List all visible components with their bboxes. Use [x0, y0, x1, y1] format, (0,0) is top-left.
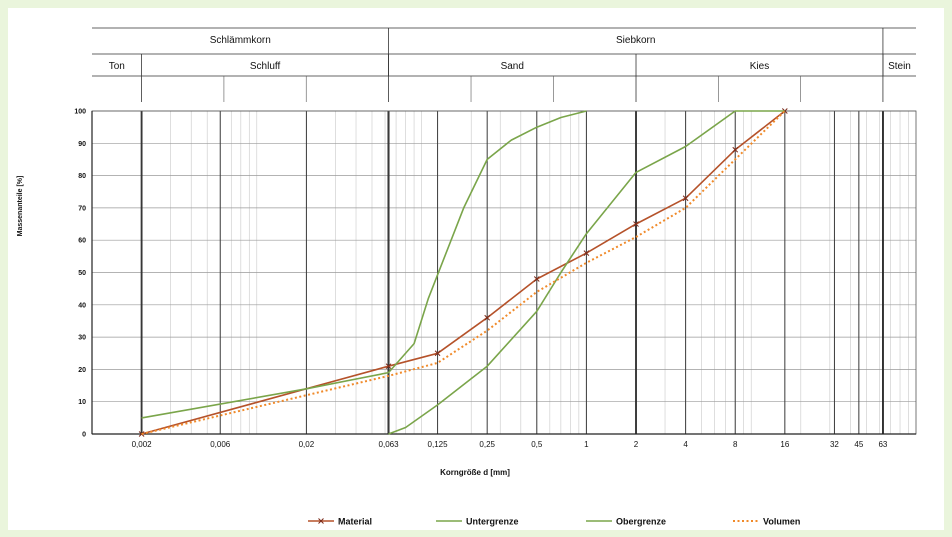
x-tick-label: 0,125	[428, 440, 449, 449]
data-point-marker	[533, 276, 540, 282]
header-subfraction-label: Kies	[750, 61, 769, 72]
series-line-material	[141, 110, 786, 435]
legend-label: Obergrenze	[616, 517, 666, 527]
x-tick-label: 32	[830, 440, 839, 449]
y-tick-label: 10	[78, 399, 86, 406]
y-axis-label: Massenanteile [%]	[17, 176, 24, 237]
x-tick-label: 0,25	[479, 440, 495, 449]
x-tick-label: 0,063	[379, 440, 400, 449]
y-tick-label: 20	[78, 367, 86, 374]
y-tick-label: 50	[78, 270, 86, 277]
y-tick-label: 0	[82, 432, 86, 439]
data-point-marker	[583, 250, 590, 256]
data-point-marker	[682, 195, 689, 202]
y-tick-label: 100	[74, 109, 86, 116]
x-tick-label: 63	[878, 440, 887, 449]
data-point-marker	[434, 350, 441, 357]
axes: Massenanteile [%] Korngröße d [mm] 01020…	[17, 109, 917, 477]
y-tick-label: 30	[78, 335, 86, 342]
y-tick-label: 80	[78, 173, 86, 180]
header-subfraction-label: Schluff	[250, 61, 281, 72]
x-tick-label: 4	[683, 440, 688, 449]
x-axis-label: Korngröße d [mm]	[440, 468, 510, 477]
header-subfraction-label: Ton	[109, 61, 125, 72]
fraction-header: Schlämmkorn Siebkorn Ton Schluff Sand Kies Ste…	[92, 27, 916, 102]
series-line-obergrenze	[141, 110, 587, 419]
series-line-volumen	[141, 110, 786, 435]
data-point-marker	[633, 221, 639, 227]
header-fraction-label: Siebkorn	[616, 35, 655, 46]
series-line-untergrenze	[388, 110, 785, 435]
y-tick-label: 40	[78, 302, 86, 309]
legend-label: Untergrenze	[466, 517, 519, 527]
x-tick-label: 16	[780, 440, 789, 449]
y-tick-label: 70	[78, 205, 86, 212]
y-tick-label: 60	[78, 238, 86, 245]
header-subfraction-label: Stein	[888, 61, 911, 72]
x-tick-label: 0,5	[531, 440, 543, 449]
x-tick-label: 1	[584, 440, 589, 449]
header-fraction-label: Schlämmkorn	[210, 35, 271, 46]
x-tick-label: 2	[634, 440, 639, 449]
header-subfraction-label: Sand	[501, 61, 524, 72]
y-tick-label: 90	[78, 141, 86, 148]
series	[138, 108, 788, 437]
x-tick-label: 0,02	[299, 440, 315, 449]
data-point-marker	[732, 146, 739, 153]
grid	[91, 110, 916, 435]
legend: Material Untergrenze Obergrenze Volumen	[308, 517, 800, 527]
data-point-marker	[484, 314, 491, 321]
legend-marker	[318, 518, 324, 524]
legend-label: Material	[338, 517, 372, 527]
x-tick-label: 45	[854, 440, 863, 449]
grain-size-chart: Schlämmkorn Siebkorn Ton Schluff Sand Kies Ste…	[17, 27, 917, 527]
x-tick-label: 0,006	[210, 440, 231, 449]
data-point-marker	[385, 363, 392, 370]
legend-label: Volumen	[763, 517, 800, 527]
chart-frame: Schlämmkorn Siebkorn Ton Schluff Sand Kies Ste…	[8, 8, 944, 530]
x-tick-label: 8	[733, 440, 738, 449]
x-tick-label: 0,002	[132, 440, 153, 449]
